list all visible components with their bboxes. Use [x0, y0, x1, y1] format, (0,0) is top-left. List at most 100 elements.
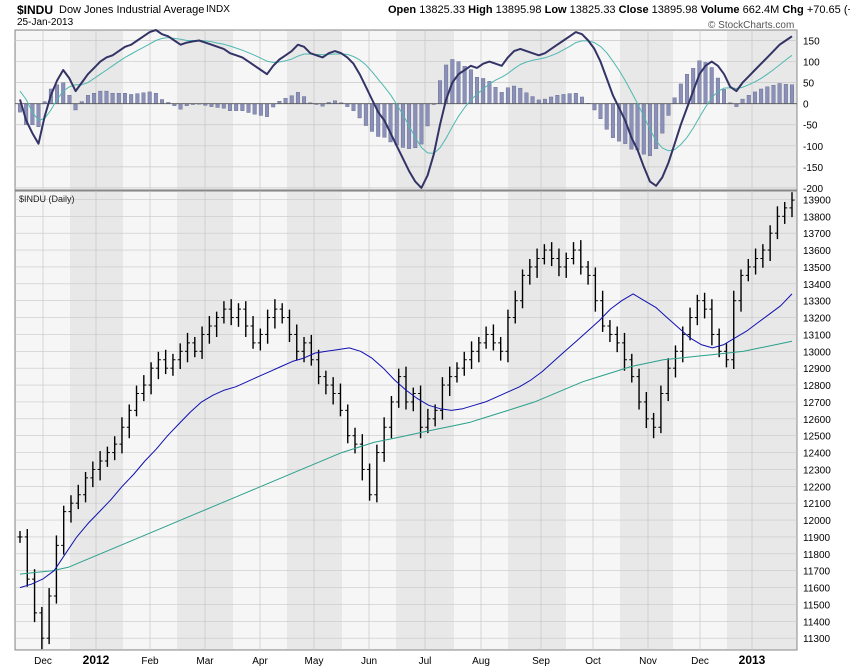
macd-tick-label: -150 — [803, 163, 823, 174]
macd-signal-line — [19, 37, 793, 154]
macd-histogram-bar — [333, 100, 337, 104]
macd-tick-label: 150 — [803, 37, 820, 48]
open-value: 13825.33 — [419, 4, 466, 16]
macd-histogram-bar — [561, 94, 566, 104]
macd-histogram-bar — [215, 103, 220, 108]
macd-histogram-bar — [240, 103, 245, 111]
macd-histogram-bar — [419, 103, 424, 145]
macd-histogram-bar — [221, 103, 226, 109]
macd-histogram-bar — [512, 85, 517, 104]
price-tick-label: 12900 — [803, 364, 831, 375]
x-tick-label: May — [305, 656, 324, 667]
macd-histogram-bar — [67, 95, 72, 104]
macd-histogram-bar — [153, 93, 158, 104]
macd-histogram-bar — [283, 98, 288, 104]
macd-histogram-bar — [592, 103, 597, 111]
macd-histogram-bar — [302, 96, 307, 104]
macd-histogram-bar — [394, 103, 399, 146]
macd-histogram-bar — [765, 86, 770, 104]
macd-histogram-bar — [271, 103, 276, 108]
low-label: Low — [544, 4, 567, 16]
x-tick-label: Aug — [472, 656, 490, 667]
price-tick-label: 13300 — [803, 297, 831, 308]
panel-backgrounds — [14, 29, 798, 651]
change-value: +70.65 (+0.51%) — [806, 4, 850, 16]
macd-histogram-bar — [228, 103, 232, 111]
macd-histogram-bar — [771, 85, 776, 104]
macd-histogram-bar — [746, 95, 751, 104]
x-tick-label: Feb — [141, 656, 159, 667]
macd-histogram-bar — [425, 103, 430, 127]
close-value: 13895.98 — [651, 4, 698, 16]
macd-histogram-bar — [85, 95, 90, 104]
macd-histogram-bar — [135, 93, 140, 104]
close-label: Close — [618, 4, 649, 16]
x-tick-label: Sep — [532, 656, 550, 667]
macd-histogram-bar — [759, 88, 764, 104]
macd-histogram-bar — [505, 87, 510, 104]
watermark: © StockCharts.com — [708, 20, 795, 31]
macd-line — [19, 29, 793, 189]
macd-tick-label: -100 — [803, 142, 823, 153]
macd-histogram-bar — [567, 93, 572, 104]
price-tick-label: 12000 — [803, 516, 831, 527]
macd-histogram-bar — [370, 103, 374, 132]
x-tick-label: Oct — [585, 656, 601, 667]
macd-histogram-bar — [604, 103, 609, 130]
index-name: Dow Jones Industrial Average — [59, 4, 205, 16]
x-tick-label: 2012 — [83, 653, 110, 667]
macd-histogram-bar — [289, 95, 294, 104]
price-tick-label: 11300 — [803, 634, 831, 645]
macd-histogram-bar — [610, 103, 615, 138]
macd-histogram-bar — [209, 103, 214, 107]
macd-histogram-bar — [697, 60, 702, 104]
macd-histogram-bar — [129, 94, 134, 104]
macd-histogram-bar — [363, 103, 368, 126]
macd-panel — [15, 29, 797, 189]
x-tick-label: Apr — [252, 656, 268, 667]
price-tick-label: 11900 — [803, 533, 831, 544]
x-tick-label: Dec — [34, 656, 52, 667]
macd-histogram-bar — [641, 103, 646, 155]
quote-strip: Open 13825.33 High 13895.98 Low 13825.33… — [388, 4, 850, 16]
macd-histogram-bar — [573, 93, 578, 104]
price-tick-label: 11600 — [803, 584, 831, 595]
x-tick-label: 2013 — [739, 653, 766, 667]
price-tick-label: 12400 — [803, 449, 831, 460]
macd-histogram-bar — [73, 103, 78, 111]
price-tick-label: 11800 — [803, 550, 831, 561]
macd-tick-label: 0 — [803, 100, 809, 111]
macd-histogram-bar — [790, 84, 794, 104]
price-tick-label: 11500 — [803, 600, 831, 611]
macd-tick-label: 100 — [803, 58, 820, 69]
volume-value: 662.4M — [742, 4, 780, 16]
macd-histogram-bar — [752, 91, 757, 104]
macd-histogram-bar — [685, 74, 689, 104]
macd-histogram-bar — [413, 103, 418, 149]
moving-average-long — [19, 340, 793, 575]
macd-histogram-bar — [580, 96, 584, 104]
macd-histogram-bar — [110, 93, 115, 104]
macd-histogram-bar — [258, 103, 263, 116]
macd-tick-label: -200 — [803, 184, 823, 195]
macd-histogram-bar — [475, 77, 479, 104]
macd-histogram-bar — [104, 90, 109, 104]
macd-histogram-bar — [660, 103, 665, 134]
macd-histogram-bar — [777, 83, 782, 104]
x-tick-label: Jun — [361, 656, 377, 667]
macd-histogram-bar — [98, 90, 103, 104]
volume-label: Volume — [700, 4, 740, 16]
macd-histogram-bar — [493, 87, 498, 104]
price-tick-label: 13600 — [803, 246, 831, 257]
macd-histogram-bar — [536, 99, 541, 104]
price-tick-label: 13400 — [803, 280, 831, 291]
macd-histogram-bar — [357, 103, 362, 119]
price-tick-label: 12600 — [803, 415, 831, 426]
macd-histogram-bar — [295, 92, 300, 104]
low-value: 13825.33 — [569, 4, 616, 16]
exchange-label: INDX — [206, 4, 230, 15]
macd-histogram-bar — [783, 84, 788, 104]
